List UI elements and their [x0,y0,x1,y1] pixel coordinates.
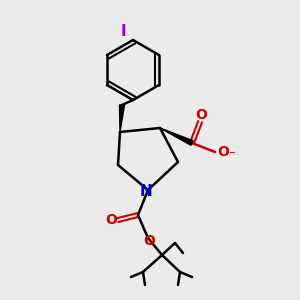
Text: O: O [105,213,117,227]
Polygon shape [119,105,124,132]
Text: ⁻: ⁻ [228,149,234,163]
Text: O: O [195,108,207,122]
Text: N: N [140,184,152,200]
Text: O: O [217,145,229,159]
Polygon shape [160,128,193,145]
Text: O: O [143,234,155,248]
Text: I: I [120,25,126,40]
